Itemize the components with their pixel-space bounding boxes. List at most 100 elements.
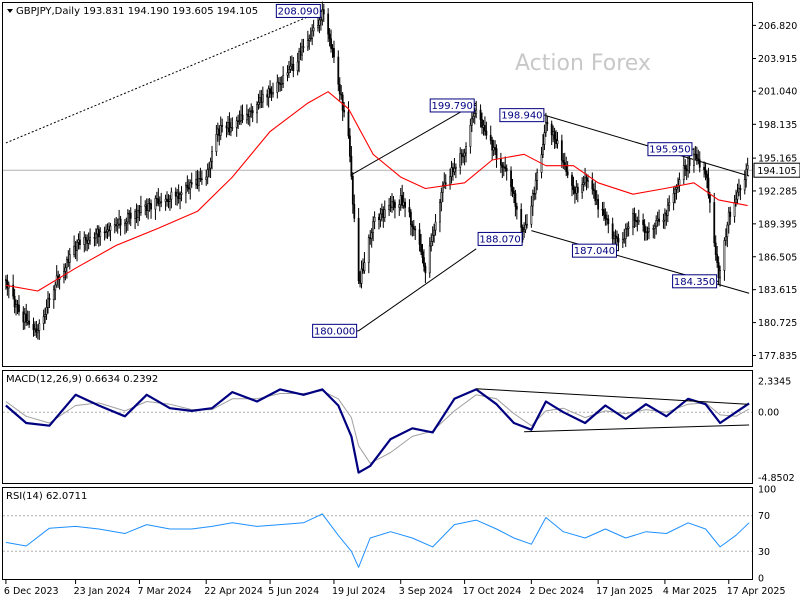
candle-body — [195, 179, 197, 185]
candle-body — [154, 197, 157, 210]
candle-body — [215, 134, 218, 152]
price-trendline — [358, 248, 477, 332]
candle-body — [383, 209, 386, 218]
axis-layer: 206.820 203.915 201.040 198.135 195.165 192.2… — [4, 21, 800, 597]
candle-body — [251, 110, 254, 114]
candle-body — [746, 165, 749, 170]
candle-body — [208, 167, 211, 171]
x-tick-label: 6 Dec 2023 — [4, 586, 59, 597]
candle-body — [444, 182, 447, 185]
x-tick-label: 5 Jun 2024 — [268, 586, 319, 597]
moving-average-line — [5, 91, 748, 292]
candle-body — [240, 114, 242, 122]
candle-body — [668, 202, 671, 206]
candle-body — [206, 169, 209, 178]
annotation-label: 187.040 — [574, 246, 615, 257]
candle-body — [727, 211, 730, 226]
candle-body — [108, 229, 110, 231]
candle-body — [515, 206, 518, 210]
price-y-tick-label: 203.915 — [758, 54, 797, 65]
candle-body — [698, 159, 701, 168]
candle-body — [499, 158, 502, 166]
macd-trendline — [476, 388, 748, 405]
candle-body — [137, 209, 139, 218]
candle-body — [597, 199, 600, 210]
candle-body — [93, 237, 96, 239]
candle-body — [83, 237, 86, 245]
candle-body — [662, 219, 665, 222]
candle-body — [229, 127, 232, 133]
candle-body — [237, 120, 240, 122]
macd-layer — [3, 388, 752, 474]
candle-body — [32, 324, 35, 331]
candle-body — [86, 239, 89, 244]
candle-body — [180, 192, 183, 195]
candle-body — [103, 231, 106, 234]
candle-body — [614, 235, 617, 238]
candle-body — [357, 217, 360, 281]
candle-body — [150, 203, 152, 210]
candle-body — [23, 313, 26, 323]
candle-body — [97, 228, 100, 238]
candle-body — [296, 61, 299, 72]
x-tick-label: 3 Sep 2024 — [399, 586, 453, 597]
header-arrow-icon — [7, 9, 13, 13]
macd-panel-frame — [2, 370, 753, 484]
candle-body — [555, 138, 557, 144]
candle-body — [125, 221, 128, 224]
candle-body — [697, 158, 700, 161]
candle-body — [176, 192, 179, 197]
price-y-tick-label: 198.135 — [758, 120, 797, 131]
candle-body — [45, 307, 48, 315]
candle-body — [349, 135, 351, 157]
candle-body — [531, 193, 534, 207]
candle-body — [343, 110, 346, 113]
candle-body — [601, 208, 604, 211]
candle-body — [200, 178, 203, 181]
candle-body — [18, 304, 20, 313]
candle-body — [433, 229, 436, 236]
candle-body — [595, 199, 598, 201]
candle-body — [714, 242, 717, 255]
candle-body — [157, 198, 160, 204]
candle-body — [96, 228, 99, 235]
candle-body — [389, 205, 392, 209]
candle-body — [186, 184, 189, 189]
candle-body — [736, 191, 739, 200]
candle-body — [685, 168, 688, 172]
annotation-box — [477, 231, 523, 246]
candle-body — [312, 27, 315, 32]
candle-body — [743, 179, 746, 191]
candle-body — [726, 224, 729, 238]
price-header: GBPJPY,Daily 193.831 194.190 193.605 194… — [16, 6, 258, 17]
candle-body — [362, 268, 364, 272]
candle-body — [118, 218, 121, 225]
candle-body — [450, 167, 453, 177]
candle-body — [441, 184, 444, 193]
candle-body — [414, 228, 417, 231]
candle-body — [481, 119, 483, 128]
macd-y-tick-label: -4.8502 — [758, 473, 795, 484]
candle-body — [138, 209, 141, 213]
candle-body — [484, 125, 486, 132]
candle-body — [674, 188, 676, 194]
candle-body — [723, 240, 726, 271]
candle-body — [655, 220, 658, 227]
candle-body — [658, 218, 661, 222]
candle-body — [359, 280, 361, 284]
candle-body — [318, 19, 321, 26]
annotation-box — [312, 323, 358, 338]
macd-y-tick-label: 0.00 — [758, 408, 779, 419]
candle-body — [169, 198, 171, 202]
candle-body — [562, 160, 565, 163]
candle-body — [48, 298, 51, 300]
candle-body — [15, 304, 17, 308]
candle-body — [514, 193, 517, 207]
candle-body — [260, 97, 263, 103]
candle-body — [623, 238, 626, 241]
candle-body — [160, 201, 163, 203]
annotation-label: 199.790 — [432, 101, 473, 112]
candle-body — [337, 56, 340, 85]
candle-body — [388, 205, 391, 211]
candle-body — [198, 178, 200, 186]
